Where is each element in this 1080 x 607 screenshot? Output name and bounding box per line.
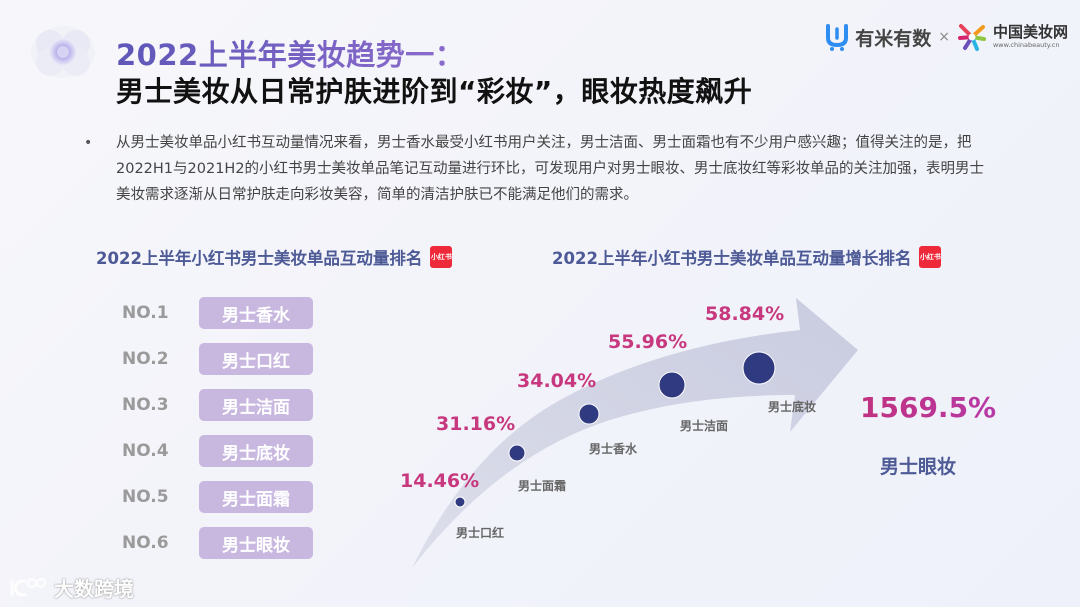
logo-separator: × [938,29,950,45]
rank-item-pill: 男士底妆 [199,435,313,467]
data-point-dot [742,351,776,385]
ranking-row: NO.3 男士洁面 [122,389,313,421]
ranking-title-text: 2022上半年小红书男士美妆单品互动量排名 [96,249,423,268]
page-title-line1: 2022上半年美妆趋势一： [116,32,464,74]
top-growth-pct: 1569.5% [860,391,997,424]
chinabeauty-logo: 中国美妆网 www.chinabeauty.cn [993,25,1068,49]
rank-item-pill: 男士口红 [199,343,313,375]
growth-pct-label: 58.84% [705,303,785,325]
ranking-section-title: 2022上半年小红书男士美妆单品互动量排名 小红书 [96,245,453,269]
ranking-row: NO.1 男士香水 [122,297,313,329]
growth-pct-label: 14.46% [400,470,480,492]
rank-number: NO.6 [122,533,169,553]
rank-item-pill: 男士香水 [199,297,313,329]
rank-item-pill: 男士洁面 [199,389,313,421]
ranking-row: NO.4 男士底妆 [122,435,313,467]
bullet-marker: • [84,135,93,151]
growth-pct-label: 34.04% [517,370,597,392]
rank-number: NO.1 [122,303,169,323]
rank-number: NO.2 [122,349,169,369]
summary-text: 从男士美妆单品小红书互动量情况来看，男士香水最受小红书用户关注，男士洁面、男士面… [116,135,985,203]
watermark-logo-icon [10,577,47,596]
watermark: 大数跨境 [8,573,134,602]
data-point-dot [454,496,466,508]
growth-pct-label: 31.16% [436,413,516,435]
growth-point-label: 男士香水 [589,442,638,456]
growth-section-title: 2022上半年小红书男士美妆单品互动量增长排名 小红书 [552,245,942,269]
youmi-logo-text: 有米有数 [855,27,932,50]
page-title-line2: 男士美妆从日常护肤进阶到“彩妆”，眼妆热度飙升 [116,75,753,108]
rank-number: NO.4 [122,441,169,461]
growth-point-label: 男士洁面 [680,419,729,433]
chinabeauty-logo-url: www.chinabeauty.cn [992,41,1060,50]
growth-pct-label: 55.96% [608,331,688,353]
growth-point-label: 男士口红 [456,526,505,540]
data-point-dot [578,403,600,425]
chinabeauty-star-logo-icon [957,24,986,51]
rank-number: NO.3 [122,395,169,415]
growth-point-label: 男士面霜 [518,479,567,493]
ranking-row: NO.2 男士口红 [122,343,313,375]
rank-number: NO.5 [122,487,169,507]
ranking-row: NO.5 男士面霜 [122,481,313,513]
youmi-cart-logo-icon [826,24,849,51]
top-growth-label: 男士眼妆 [880,456,957,478]
flower-decoration-icon [31,26,95,78]
watermark-text: 大数跨境 [54,577,134,601]
growth-point-label: 男士底妆 [768,400,817,414]
partner-logos: 有米有数 × 中国美妆网 www.chinabeauty.cn [825,20,1068,54]
xiaohongshu-badge-icon: 小红书 [919,246,942,268]
summary-bullet: • 从男士美妆单品小红书互动量情况来看，男士香水最受小红书用户关注，男士洁面、男… [84,130,1004,208]
chinabeauty-logo-name: 中国美妆网 [992,23,1068,42]
xiaohongshu-badge-icon: 小红书 [430,246,453,268]
growth-title-text: 2022上半年小红书男士美妆单品互动量增长排名 [552,249,912,268]
rank-item-pill: 男士面霜 [199,481,313,513]
ranking-row: NO.6 男士眼妆 [122,527,313,559]
data-point-dot [508,444,526,462]
rank-item-pill: 男士眼妆 [199,527,313,559]
data-point-dot [658,371,686,399]
